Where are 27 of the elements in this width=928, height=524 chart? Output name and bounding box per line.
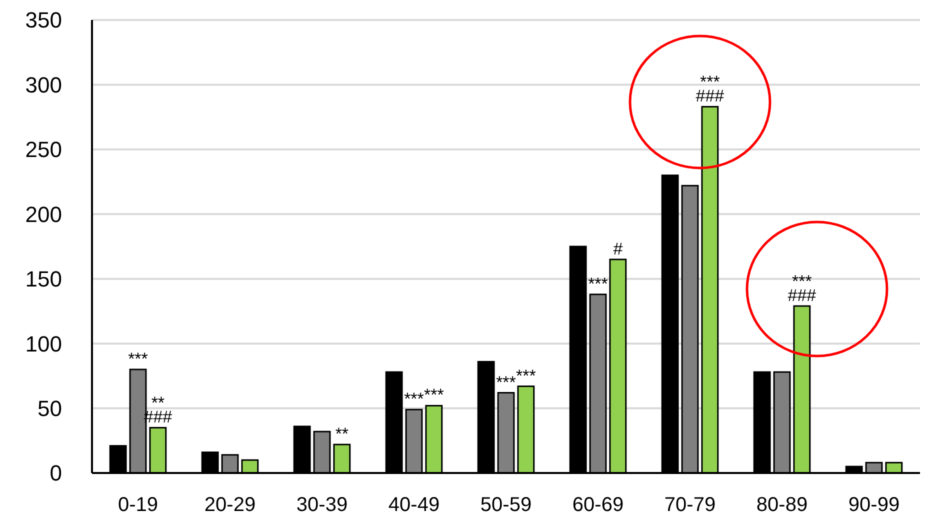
x-tick-label: 30-39 xyxy=(296,494,348,516)
y-tick-label: 300 xyxy=(25,72,62,98)
data-label: *** xyxy=(424,386,444,405)
data-label: *** xyxy=(516,366,536,386)
y-tick-label: 0 xyxy=(50,460,62,486)
data-label: *** xyxy=(496,372,516,392)
y-tick-label: 100 xyxy=(25,331,62,356)
x-tick-label: 80-89 xyxy=(756,494,808,516)
data-label: # xyxy=(613,239,624,258)
y-tick-label: 50 xyxy=(38,396,62,421)
x-tick-label: 0-19 xyxy=(118,494,158,516)
x-tick-label: 90-99 xyxy=(848,494,900,516)
data-label: *** xyxy=(128,349,148,368)
data-label: *** ### xyxy=(696,72,725,106)
data-label: *** ### xyxy=(788,272,817,306)
y-tick-label: 250 xyxy=(25,137,62,162)
data-label: ** xyxy=(335,424,349,444)
y-tick-label: 150 xyxy=(25,266,62,292)
data-label: *** xyxy=(588,274,608,294)
y-tick-label: 200 xyxy=(25,202,62,227)
x-tick-label: 70-79 xyxy=(664,494,716,516)
x-tick-label: 60-69 xyxy=(572,494,624,516)
y-tick-label: 350 xyxy=(25,8,62,33)
x-tick-label: 50-59 xyxy=(480,494,532,516)
x-tick-label: 20-29 xyxy=(204,494,256,516)
x-tick-label: 40-49 xyxy=(388,494,440,516)
data-label: *** xyxy=(404,390,424,409)
